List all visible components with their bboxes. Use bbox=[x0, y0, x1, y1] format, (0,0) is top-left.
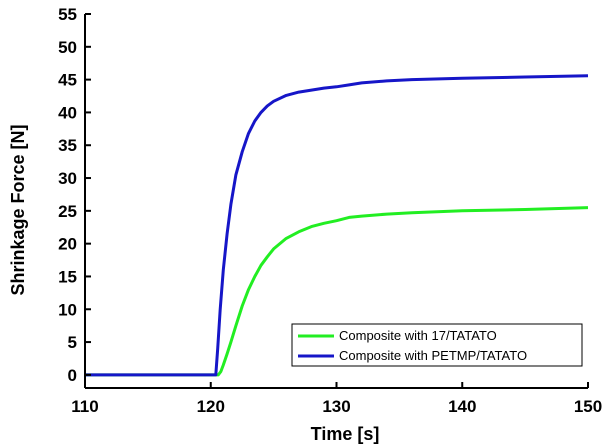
y-tick-label: 35 bbox=[58, 136, 77, 155]
legend-box bbox=[291, 323, 583, 367]
x-tick-label: 140 bbox=[448, 397, 476, 416]
y-tick-label: 25 bbox=[58, 202, 77, 221]
y-tick-label: 40 bbox=[58, 103, 77, 122]
y-tick-label: 55 bbox=[58, 5, 77, 24]
y-tick-label: 5 bbox=[68, 333, 77, 352]
y-tick-label: 45 bbox=[58, 71, 77, 90]
y-tick-label: 10 bbox=[58, 300, 77, 319]
y-tick-label: 15 bbox=[58, 267, 77, 286]
series-line-1 bbox=[85, 74, 589, 377]
series-line-0 bbox=[85, 206, 589, 377]
y-tick-label: 20 bbox=[58, 235, 77, 254]
x-axis-title: Time [s] bbox=[311, 424, 380, 444]
legend: Composite with 17/TATATO Composite with … bbox=[291, 323, 583, 367]
y-tick-label: 30 bbox=[58, 169, 77, 188]
y-tick-label: 0 bbox=[68, 366, 77, 385]
legend-label-17-tatato: Composite with 17/TATATO bbox=[339, 328, 497, 343]
series-layer bbox=[85, 74, 589, 377]
x-tick-label: 120 bbox=[197, 397, 225, 416]
legend-label-petmp-tatato: Composite with PETMP/TATATO bbox=[339, 348, 527, 363]
y-tick-label: 50 bbox=[58, 38, 77, 57]
x-tick-label: 110 bbox=[71, 397, 98, 416]
x-tick-label: 130 bbox=[322, 397, 350, 416]
x-tick-label: 150 bbox=[574, 397, 602, 416]
y-axis-title: Shrinkage Force [N] bbox=[8, 124, 28, 295]
